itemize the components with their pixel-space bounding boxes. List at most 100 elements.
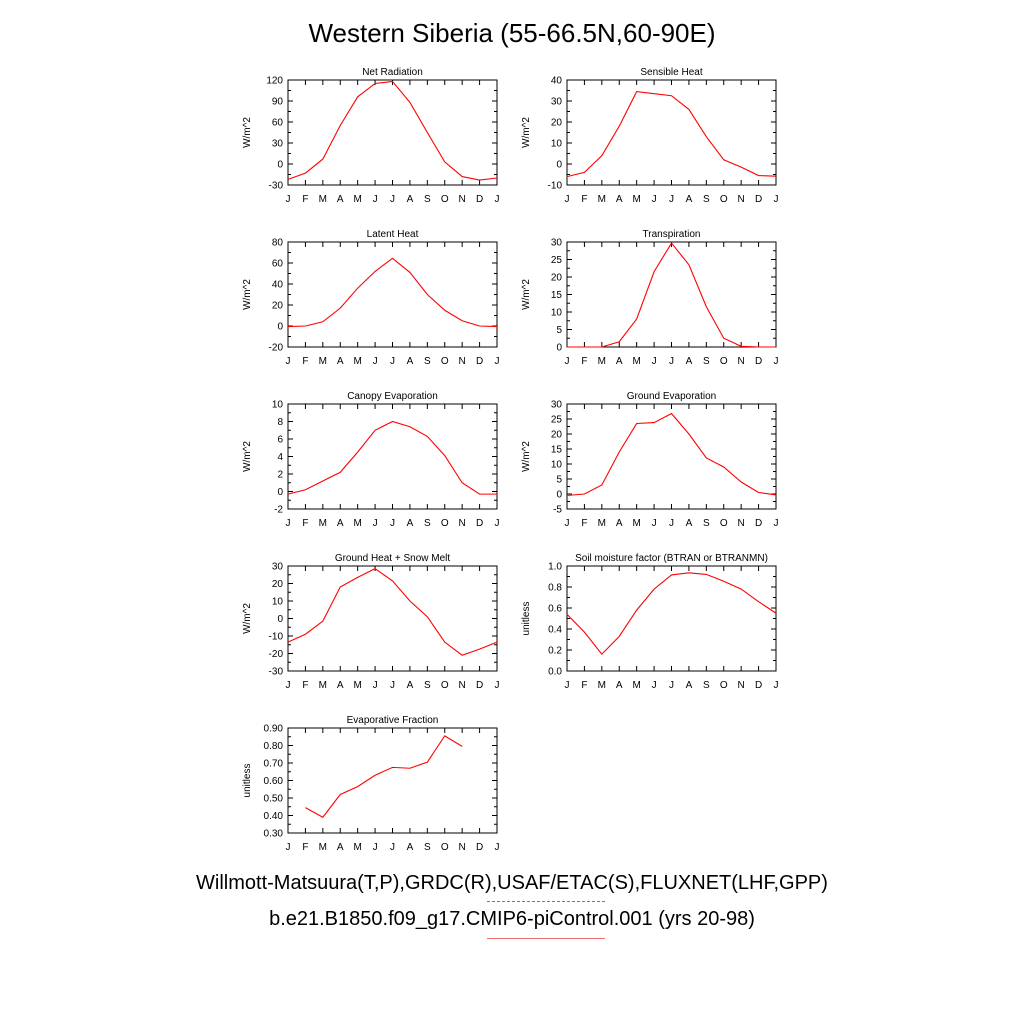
y-tick-label: -5 — [553, 505, 562, 516]
x-tick-label: J — [373, 356, 378, 367]
x-tick-label: M — [319, 842, 327, 853]
x-tick-label: A — [337, 680, 344, 691]
x-tick-label: D — [476, 356, 483, 367]
series-line — [305, 735, 463, 818]
x-tick-label: J — [495, 842, 500, 853]
x-tick-label: J — [652, 518, 657, 529]
x-tick-label: M — [353, 680, 361, 691]
x-tick-label: J — [286, 842, 291, 853]
y-tick-label: 20 — [272, 301, 284, 312]
x-tick-label: M — [353, 842, 361, 853]
y-tick-label: 0.4 — [548, 625, 562, 636]
x-tick-label: J — [669, 194, 674, 205]
y-axis-label: W/m^2 — [242, 117, 253, 148]
y-tick-label: 10 — [272, 400, 284, 411]
x-tick-label: J — [774, 356, 779, 367]
x-tick-label: D — [476, 680, 483, 691]
x-tick-label: J — [669, 356, 674, 367]
x-tick-label: S — [703, 680, 710, 691]
x-tick-label: A — [686, 680, 693, 691]
x-tick-label: J — [286, 194, 291, 205]
x-tick-label: M — [632, 194, 640, 205]
y-tick-label: 8 — [277, 417, 283, 428]
x-tick-label: F — [581, 518, 587, 529]
x-tick-label: J — [565, 680, 570, 691]
x-tick-label: D — [755, 680, 762, 691]
panel-title: Evaporative Fraction — [347, 715, 439, 726]
x-tick-label: M — [353, 518, 361, 529]
legend-line-sample-observations — [487, 901, 605, 902]
y-tick-label: 120 — [266, 76, 283, 87]
legend-line-sample-model — [487, 938, 605, 939]
y-tick-label: 90 — [272, 97, 284, 108]
x-tick-label: N — [738, 680, 745, 691]
x-tick-label: J — [286, 680, 291, 691]
chart-panel-8: Soil moisture factor (BTRAN or BTRANMN) u… — [521, 553, 779, 691]
x-tick-label: M — [632, 356, 640, 367]
plot-frame — [566, 565, 777, 672]
y-tick-label: 20 — [551, 430, 563, 441]
panel-title: Ground Heat + Snow Melt — [335, 553, 451, 564]
y-tick-label: -2 — [274, 505, 283, 516]
x-tick-label: O — [720, 356, 728, 367]
x-tick-label: J — [652, 194, 657, 205]
x-tick-label: J — [495, 680, 500, 691]
x-tick-label: S — [703, 518, 710, 529]
x-tick-label: D — [755, 356, 762, 367]
x-tick-label: M — [632, 680, 640, 691]
x-tick-label: O — [441, 356, 449, 367]
x-tick-label: O — [441, 842, 449, 853]
x-tick-label: A — [337, 194, 344, 205]
x-tick-label: O — [720, 194, 728, 205]
panel-title: Soil moisture factor (BTRAN or BTRANMN) — [575, 553, 768, 564]
x-tick-label: F — [581, 194, 587, 205]
x-tick-label: J — [373, 194, 378, 205]
y-axis-label: unitless — [521, 602, 532, 636]
y-tick-label: 10 — [551, 308, 563, 319]
y-axis-label: W/m^2 — [242, 603, 253, 634]
x-tick-label: M — [632, 518, 640, 529]
x-tick-label: M — [353, 356, 361, 367]
x-tick-label: J — [495, 356, 500, 367]
x-tick-label: O — [720, 518, 728, 529]
y-tick-label: 0 — [277, 322, 283, 333]
y-tick-label: 0 — [277, 160, 283, 171]
x-tick-label: A — [616, 680, 623, 691]
x-tick-label: J — [652, 356, 657, 367]
x-tick-label: F — [581, 356, 587, 367]
x-tick-label: S — [424, 680, 431, 691]
y-tick-label: 0.6 — [548, 604, 562, 615]
x-tick-label: M — [319, 356, 327, 367]
x-tick-label: A — [407, 518, 414, 529]
legend-entry-observations: Willmott-Matsuura(T,P),GRDC(R),USAF/ETAC… — [196, 872, 828, 894]
y-tick-label: 0 — [277, 614, 283, 625]
x-tick-label: J — [373, 518, 378, 529]
x-tick-label: J — [390, 194, 395, 205]
y-tick-label: 20 — [551, 273, 563, 284]
x-tick-label: A — [337, 842, 344, 853]
plot-frame — [287, 79, 498, 186]
x-tick-label: A — [686, 194, 693, 205]
plot-frame — [287, 727, 498, 834]
chart-panel-9: Evaporative Fraction unitless 0.30 0.40 0.50… — [242, 715, 500, 853]
y-tick-label: -10 — [548, 181, 563, 192]
x-tick-label: A — [616, 356, 623, 367]
x-tick-label: F — [302, 518, 308, 529]
x-tick-label: M — [598, 194, 606, 205]
x-tick-label: J — [390, 356, 395, 367]
panel-title: Net Radiation — [362, 67, 423, 78]
series-line — [566, 572, 777, 656]
y-tick-label: 30 — [551, 97, 563, 108]
x-tick-label: S — [424, 194, 431, 205]
x-tick-label: M — [319, 518, 327, 529]
y-tick-label: 10 — [551, 139, 563, 150]
x-tick-label: N — [738, 194, 745, 205]
y-axis-label: W/m^2 — [521, 117, 532, 148]
y-tick-label: 0 — [277, 487, 283, 498]
x-tick-label: J — [495, 518, 500, 529]
x-tick-label: A — [407, 842, 414, 853]
y-tick-label: 0.60 — [264, 776, 284, 787]
x-tick-label: A — [337, 356, 344, 367]
y-tick-label: 0 — [556, 160, 562, 171]
